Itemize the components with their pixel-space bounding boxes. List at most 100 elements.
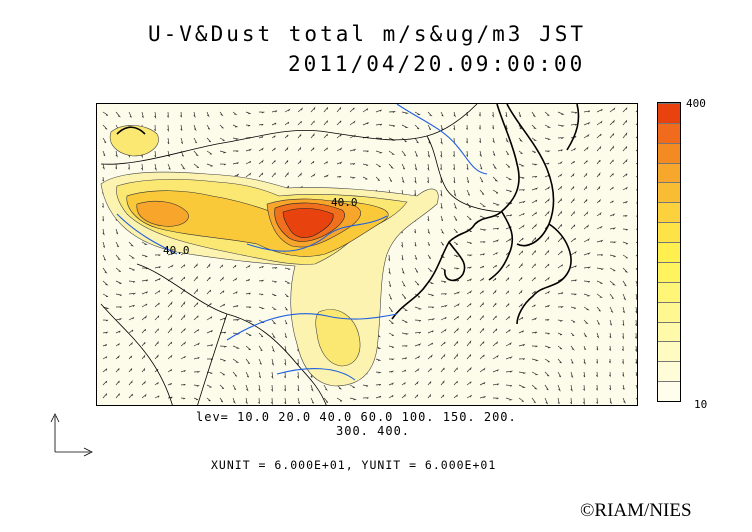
wind-vector <box>310 160 315 165</box>
wind-vector <box>141 303 148 308</box>
wind-vector <box>115 150 118 158</box>
wind-vector <box>128 304 135 308</box>
wind-vector <box>531 137 538 141</box>
wind-vector <box>219 150 227 154</box>
wind-vector <box>363 150 369 153</box>
wind-vector <box>349 176 356 179</box>
wind-vector <box>167 163 171 170</box>
wind-vector <box>596 358 598 364</box>
wind-vector <box>375 163 381 168</box>
wind-vector <box>427 163 430 172</box>
wind-vector <box>414 254 418 260</box>
wind-vector <box>505 384 513 387</box>
wind-vector <box>193 329 200 334</box>
wind-vector <box>557 397 560 405</box>
wind-vector <box>596 145 602 152</box>
wind-vector <box>453 394 458 399</box>
wind-vector <box>635 123 637 126</box>
wind-vector <box>245 358 250 365</box>
wind-vector <box>518 150 523 154</box>
wind-vector <box>414 137 419 144</box>
wind-vector <box>258 159 264 165</box>
wind-vector <box>180 327 186 334</box>
wind-vector <box>518 111 522 118</box>
wind-vector <box>492 264 497 269</box>
wind-vector <box>102 393 108 399</box>
wind-vector <box>466 278 473 282</box>
wind-vector <box>492 163 498 170</box>
wind-vector <box>492 277 497 282</box>
wind-vector <box>362 122 369 126</box>
wind-vector <box>245 371 250 378</box>
wind-vector <box>622 241 629 245</box>
wind-vector <box>622 215 628 217</box>
wind-vector <box>258 265 264 269</box>
wind-vector <box>466 124 468 130</box>
wind-vector <box>518 289 523 295</box>
wind-vector <box>310 106 316 113</box>
wind-vector <box>505 264 510 269</box>
wind-vector <box>388 345 394 349</box>
wind-vector <box>232 162 239 165</box>
wind-vector <box>388 163 395 169</box>
wind-vector <box>388 254 391 262</box>
wind-vector <box>492 354 499 360</box>
wind-vector <box>440 189 443 198</box>
wind-vector <box>622 132 628 139</box>
wind-vector <box>245 264 251 269</box>
wind-vector <box>102 306 110 310</box>
wind-vector <box>635 371 637 377</box>
wind-vector <box>505 137 509 143</box>
wind-vector <box>557 264 564 269</box>
wind-vector <box>297 397 300 405</box>
wind-vector <box>167 354 173 360</box>
wind-vector <box>128 341 133 347</box>
wind-vector <box>531 187 539 191</box>
wind-vector <box>583 306 590 311</box>
wind-vector <box>440 150 443 159</box>
colorbar-segment <box>658 162 680 183</box>
colorbar-segment <box>658 281 680 302</box>
wind-vector <box>570 237 576 243</box>
wind-vector <box>284 293 289 298</box>
wind-vector <box>414 355 421 360</box>
wind-vector <box>427 150 431 159</box>
colorbar-segment <box>658 103 680 123</box>
colorbar-segment <box>658 122 680 143</box>
wind-vector <box>609 173 614 178</box>
wind-vector <box>427 330 434 334</box>
wind-vector <box>128 241 134 247</box>
dust-contour-150 <box>282 208 334 238</box>
wind-vector <box>349 163 356 165</box>
wind-vector <box>570 306 576 310</box>
wind-vector <box>180 264 186 269</box>
wind-vector <box>505 163 511 168</box>
wind-vector <box>401 393 407 399</box>
wind-vector <box>531 124 537 130</box>
wind-vector <box>297 120 302 126</box>
wind-vector <box>128 267 135 271</box>
wind-vector <box>167 277 173 282</box>
wind-vector <box>544 186 551 191</box>
wind-vector <box>154 382 159 386</box>
wind-vector <box>154 278 161 282</box>
wind-vector <box>245 124 251 127</box>
wind-vector <box>102 241 106 248</box>
wind-vector <box>232 384 237 391</box>
wind-vector <box>141 279 149 282</box>
wind-vector <box>219 124 224 129</box>
wind-vector <box>427 215 430 222</box>
wind-vector <box>440 163 442 171</box>
wind-vector <box>544 250 550 256</box>
wind-vector <box>427 306 435 309</box>
wind-vector <box>362 108 369 113</box>
wind-vector <box>193 150 199 157</box>
wind-vector <box>388 124 396 127</box>
wind-vector <box>349 384 355 388</box>
wind-vector <box>271 110 278 113</box>
wind-vector <box>505 316 510 321</box>
wind-vector <box>206 344 214 347</box>
colorbar-segment <box>658 242 680 262</box>
wind-vector <box>232 264 237 269</box>
wind-vector <box>609 119 615 126</box>
